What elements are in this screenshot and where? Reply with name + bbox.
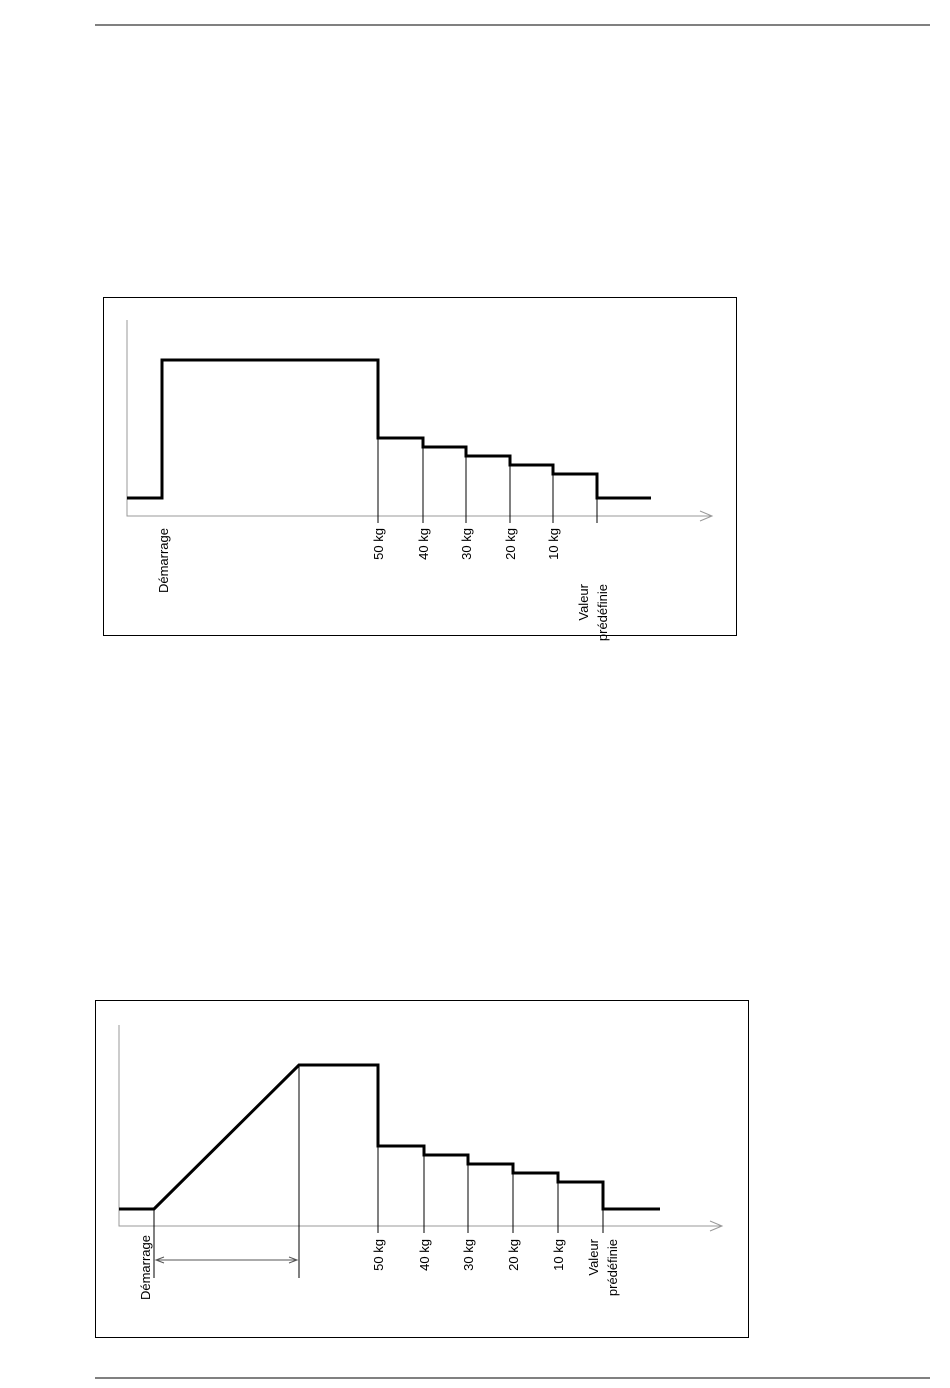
end-label: Valeur (576, 583, 591, 620)
step-label: 20 kg (503, 528, 518, 560)
step-label: 10 kg (551, 1239, 566, 1271)
step-label: 40 kg (416, 528, 431, 560)
axes (126, 320, 712, 517)
end-label: Valeur (586, 1238, 601, 1275)
step-curve (127, 358, 651, 500)
axis-arrow (699, 510, 714, 522)
step-label: 10 kg (546, 528, 561, 560)
step-label: 40 kg (417, 1239, 432, 1271)
start-label: Démarrage (156, 528, 171, 593)
step-label: 30 kg (461, 1239, 476, 1271)
diagram-1 (103, 297, 737, 636)
step-label: 50 kg (371, 1239, 386, 1271)
step-label: 30 kg (459, 528, 474, 560)
ramp-duration-arrow (154, 1256, 299, 1264)
step-label: 50 kg (371, 528, 386, 560)
start-label: Démarrage (138, 1235, 153, 1300)
diagram-frame (95, 1000, 749, 1338)
ramp-step-curve (119, 1063, 660, 1211)
end-label: prédéfinie (605, 1239, 620, 1296)
step-label: 20 kg (506, 1239, 521, 1271)
diagram-frame (103, 297, 737, 636)
axis-arrow (709, 1220, 724, 1232)
step-markers (153, 1065, 604, 1278)
axes (118, 1025, 722, 1227)
diagram-2 (95, 1000, 749, 1338)
end-label: prédéfinie (595, 584, 610, 641)
step-markers (377, 438, 598, 523)
